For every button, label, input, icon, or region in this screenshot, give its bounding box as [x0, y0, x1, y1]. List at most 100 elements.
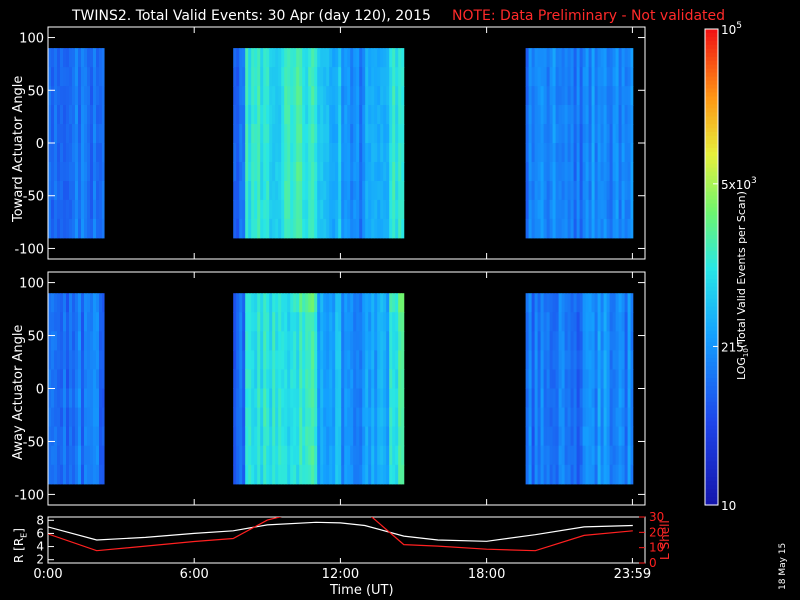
heatmap-cell	[275, 388, 279, 409]
heatmap-cell	[263, 388, 267, 409]
heatmap-cell	[266, 445, 270, 466]
heatmap-cell	[81, 369, 85, 389]
colorbar-segment	[705, 76, 718, 82]
heatmap-cell	[624, 293, 629, 313]
heatmap-cell	[48, 369, 52, 389]
heatmap-cell	[576, 445, 581, 466]
heatmap-cell	[51, 426, 55, 447]
heatmap-cell	[561, 388, 566, 409]
heatmap-cell	[78, 445, 82, 466]
heatmap-cell	[389, 67, 393, 87]
heatmap-cell	[534, 350, 539, 370]
heatmap-cell	[588, 67, 593, 87]
heatmap-cell	[540, 143, 545, 163]
heatmap-cell	[350, 143, 354, 163]
heatmap-cell	[368, 143, 372, 163]
heatmap-cell	[87, 312, 91, 332]
heatmap-cell	[618, 350, 623, 370]
heatmap-cell	[81, 350, 85, 370]
heatmap-cell	[248, 369, 252, 389]
heatmap-cell	[534, 331, 539, 351]
heatmap-cell	[549, 293, 554, 313]
heatmap-cell	[87, 48, 91, 68]
heatmap-cell	[344, 407, 348, 428]
heatmap-cell	[281, 86, 285, 106]
heatmap-cell	[359, 199, 363, 220]
heatmap-cell	[90, 388, 94, 409]
heatmap-cell	[570, 312, 575, 332]
heatmap-cell	[386, 199, 390, 220]
heatmap-cell	[96, 369, 100, 389]
heatmap-cell	[266, 369, 270, 389]
colorbar-segment	[705, 263, 718, 268]
heatmap-cell	[353, 388, 357, 409]
heatmap-cell	[591, 143, 596, 163]
heatmap-cell	[260, 48, 264, 68]
heatmap-cell	[281, 445, 285, 466]
heatmap-cell	[266, 426, 270, 447]
colorbar-segment	[705, 29, 718, 34]
heatmap-cell	[383, 293, 387, 313]
heatmap-cell	[606, 350, 611, 370]
heatmap-cell	[630, 199, 634, 220]
heatmap-cell	[395, 86, 399, 106]
heatmap-cell	[75, 331, 79, 351]
heatmap-cell	[585, 124, 590, 144]
heatmap-cell	[624, 312, 629, 332]
heatmap-cell	[540, 369, 545, 389]
heatmap-cell	[90, 105, 94, 125]
heatmap-cell	[242, 312, 246, 332]
colorbar-segment	[705, 104, 718, 109]
heatmap-cell	[281, 350, 285, 370]
heatmap-cell	[350, 162, 354, 182]
colorbar-segment	[705, 501, 718, 506]
heatmap-cell	[594, 199, 599, 220]
heatmap-cell	[296, 67, 300, 87]
heatmap-cell	[591, 124, 596, 144]
heatmap-cell	[281, 162, 285, 182]
heatmap-cell	[555, 162, 560, 182]
heatmap-cell	[93, 369, 97, 389]
heatmap-cell	[594, 331, 599, 351]
heatmap-cell	[290, 199, 294, 220]
colorbar-segment	[705, 183, 718, 189]
heatmap-cell	[534, 67, 539, 87]
heatmap-cell	[251, 162, 255, 182]
heatmap-cell	[251, 445, 255, 466]
heatmap-cell	[329, 407, 333, 428]
heatmap-cell	[558, 143, 563, 163]
heatmap-cell	[546, 407, 551, 428]
heatmap-cell	[317, 124, 321, 144]
colorbar-segment	[705, 366, 718, 371]
heatmap-cell	[66, 369, 70, 389]
heatmap-cell	[335, 426, 339, 447]
heatmap-cell	[561, 162, 566, 182]
heatmap-cell	[567, 218, 572, 239]
heatmap-cell	[72, 464, 76, 485]
heatmap-cell	[341, 312, 345, 332]
heatmap-cell	[317, 143, 321, 163]
heatmap-cell	[588, 105, 593, 125]
heatmap-cell	[603, 199, 608, 220]
heatmap-cell	[78, 312, 82, 332]
heatmap-cell	[347, 426, 351, 447]
heatmap-cell	[630, 426, 634, 447]
heatmap-cell	[573, 218, 578, 239]
heatmap-cell	[239, 86, 243, 106]
heatmap-cell	[537, 162, 542, 182]
heatmap-cell	[395, 445, 399, 466]
heatmap-cell	[546, 464, 551, 485]
heatmap-cell	[269, 199, 273, 220]
heatmap-cell	[302, 181, 306, 201]
y-tick-right-label: 0	[649, 556, 657, 570]
heatmap-cell	[299, 388, 303, 409]
heatmap-cell	[287, 407, 291, 428]
heatmap-cell	[609, 312, 614, 332]
heatmap-cell	[606, 218, 611, 239]
heatmap-cell	[93, 445, 97, 466]
heatmap-cell	[540, 445, 545, 466]
heatmap-cell	[401, 331, 405, 351]
heatmap-cell	[81, 407, 85, 428]
heatmap-cell	[78, 199, 82, 220]
heatmap-cell	[621, 445, 626, 466]
